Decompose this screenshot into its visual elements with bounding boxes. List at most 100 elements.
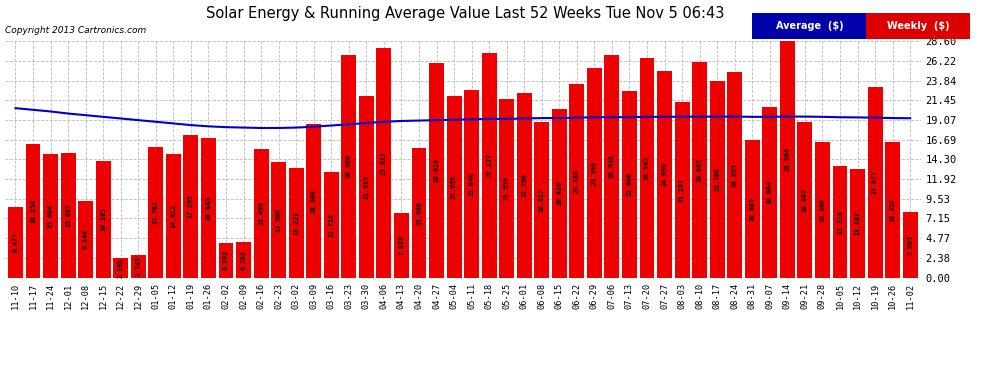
- Bar: [815, 141, 830, 278]
- Bar: [342, 55, 356, 278]
- Bar: [464, 90, 479, 278]
- Bar: [867, 87, 882, 278]
- Text: 16.460: 16.460: [820, 198, 826, 222]
- Bar: [306, 124, 321, 278]
- Bar: [8, 207, 23, 278]
- Text: 15.004: 15.004: [48, 204, 53, 228]
- Text: 15.668: 15.668: [416, 201, 422, 225]
- Bar: [482, 53, 497, 278]
- Bar: [271, 162, 286, 278]
- Text: 4.281: 4.281: [241, 250, 247, 270]
- Bar: [517, 93, 532, 278]
- Text: 23.077: 23.077: [872, 170, 878, 194]
- Bar: [798, 122, 813, 278]
- Text: 15.762: 15.762: [152, 200, 158, 224]
- Text: 22.646: 22.646: [468, 172, 474, 196]
- Text: 23.388: 23.388: [574, 169, 580, 193]
- Text: 18.817: 18.817: [539, 188, 545, 212]
- Bar: [780, 41, 795, 278]
- Text: 21.559: 21.559: [504, 177, 510, 201]
- Bar: [394, 213, 409, 278]
- Text: 17.295: 17.295: [188, 194, 194, 218]
- Text: 26.938: 26.938: [609, 154, 615, 178]
- Text: 20.604: 20.604: [767, 180, 773, 204]
- Bar: [850, 169, 865, 278]
- Bar: [412, 148, 427, 278]
- Text: 4.203: 4.203: [223, 250, 229, 270]
- Bar: [201, 138, 216, 278]
- Bar: [148, 147, 163, 278]
- Text: 16.352: 16.352: [890, 198, 896, 222]
- Text: 21.959: 21.959: [451, 175, 457, 199]
- Bar: [96, 161, 111, 278]
- Bar: [833, 166, 847, 278]
- Bar: [429, 63, 444, 278]
- Text: 13.960: 13.960: [275, 208, 281, 232]
- Bar: [44, 153, 58, 278]
- Text: 16.845: 16.845: [206, 196, 212, 220]
- Text: 21.197: 21.197: [679, 178, 685, 202]
- Bar: [605, 55, 620, 278]
- Bar: [551, 109, 566, 278]
- Text: 18.600: 18.600: [311, 189, 317, 213]
- Bar: [183, 135, 198, 278]
- Text: 16.685: 16.685: [749, 196, 755, 220]
- Bar: [113, 258, 128, 278]
- Text: 24.999: 24.999: [661, 162, 667, 186]
- Text: 15.499: 15.499: [258, 201, 264, 225]
- Text: 13.182: 13.182: [854, 211, 860, 235]
- Bar: [131, 255, 146, 278]
- Bar: [587, 68, 602, 278]
- Text: 23.760: 23.760: [714, 167, 720, 191]
- Bar: [446, 96, 461, 278]
- Text: 20.420: 20.420: [556, 181, 562, 205]
- Bar: [499, 99, 514, 278]
- Bar: [166, 154, 181, 278]
- Text: 2.398: 2.398: [118, 258, 124, 278]
- Text: 16.154: 16.154: [30, 199, 36, 223]
- Text: 14.105: 14.105: [100, 207, 106, 231]
- Text: 9.244: 9.244: [82, 230, 89, 249]
- Bar: [640, 58, 654, 278]
- Text: 13.518: 13.518: [837, 210, 843, 234]
- Bar: [710, 81, 725, 278]
- Bar: [60, 153, 75, 278]
- Text: 27.817: 27.817: [381, 151, 387, 175]
- Text: Average  ($): Average ($): [775, 21, 843, 31]
- Text: 18.802: 18.802: [802, 188, 808, 212]
- Bar: [762, 107, 777, 278]
- Bar: [253, 150, 268, 278]
- Text: Copyright 2013 Cartronics.com: Copyright 2013 Cartronics.com: [5, 26, 147, 35]
- Text: Solar Energy & Running Average Value Last 52 Weeks Tue Nov 5 06:43: Solar Energy & Running Average Value Las…: [206, 6, 725, 21]
- Bar: [289, 168, 304, 278]
- Text: 28.604: 28.604: [784, 147, 790, 171]
- Bar: [569, 84, 584, 278]
- Bar: [885, 142, 900, 278]
- Bar: [376, 48, 391, 278]
- Text: 22.296: 22.296: [521, 173, 528, 197]
- Text: 12.718: 12.718: [329, 213, 335, 237]
- Bar: [78, 201, 93, 278]
- Bar: [744, 140, 759, 278]
- Bar: [26, 144, 41, 278]
- Text: 14.912: 14.912: [170, 204, 176, 228]
- Text: Weekly  ($): Weekly ($): [887, 21, 949, 31]
- Text: 26.980: 26.980: [346, 154, 351, 178]
- Text: 26.543: 26.543: [644, 156, 650, 180]
- Bar: [903, 212, 918, 278]
- Text: 22.600: 22.600: [627, 172, 633, 196]
- Text: 13.221: 13.221: [293, 211, 299, 235]
- Text: 2.745: 2.745: [136, 256, 142, 276]
- Text: 27.127: 27.127: [486, 153, 492, 177]
- Bar: [622, 91, 637, 278]
- Text: 26.016: 26.016: [434, 158, 440, 182]
- Bar: [359, 96, 374, 278]
- Text: 7.905: 7.905: [907, 235, 913, 255]
- Bar: [728, 72, 742, 278]
- Text: 15.087: 15.087: [65, 203, 71, 227]
- Bar: [674, 102, 690, 278]
- Text: 26.065: 26.065: [697, 158, 703, 182]
- Bar: [324, 172, 339, 278]
- Text: 24.895: 24.895: [732, 163, 738, 187]
- Bar: [219, 243, 234, 278]
